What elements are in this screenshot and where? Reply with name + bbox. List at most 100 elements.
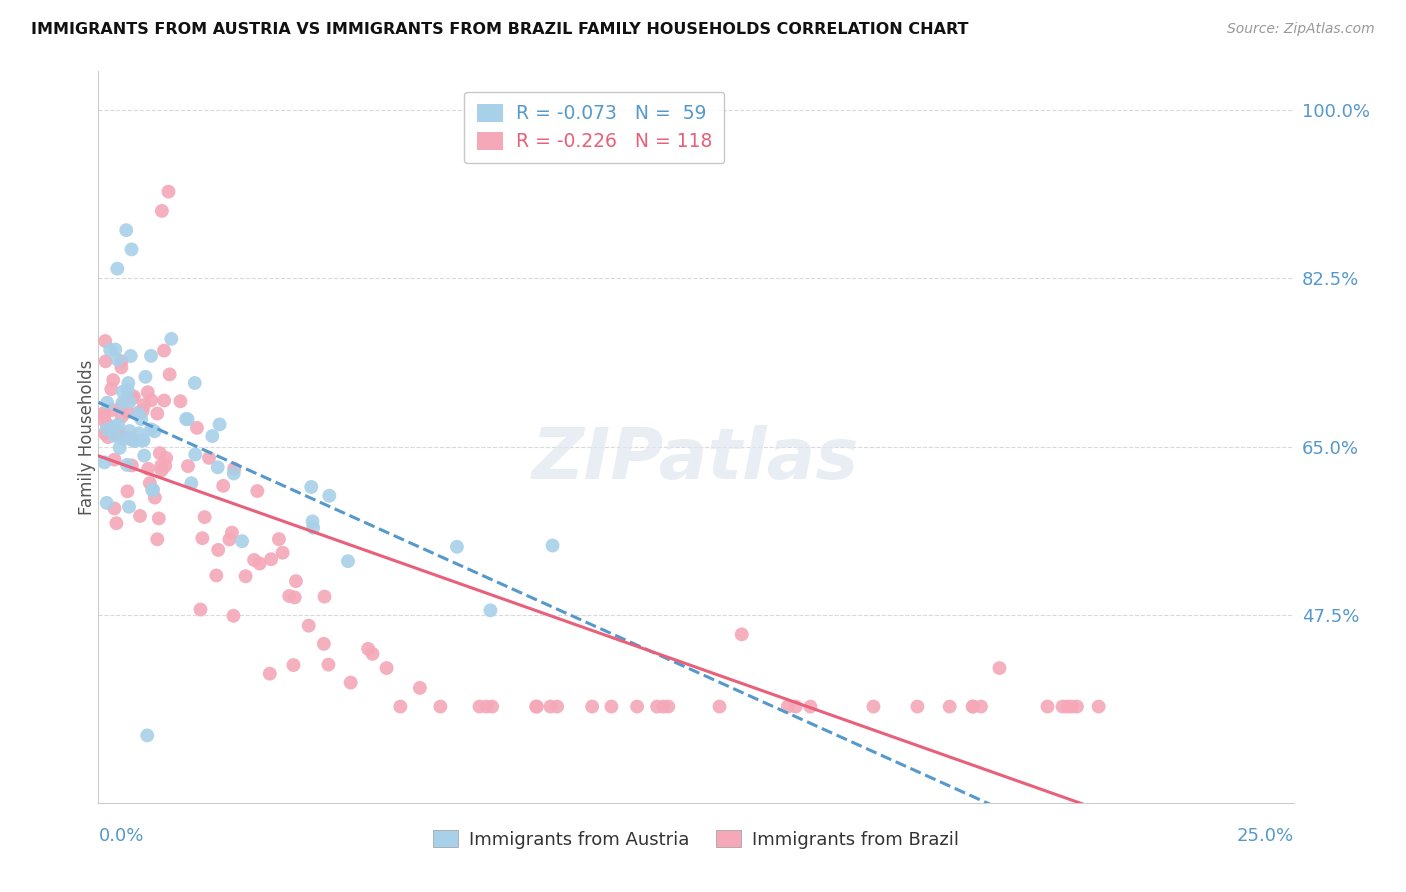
Point — [94, 414, 117, 428]
Point — [176, 412, 198, 426]
Point — [103, 420, 125, 434]
Point — [103, 501, 125, 516]
Point — [160, 332, 183, 346]
Point — [117, 405, 139, 419]
Point — [180, 476, 202, 491]
Point — [235, 569, 257, 583]
Point — [103, 373, 125, 387]
Legend: Immigrants from Austria, Immigrants from Brazil: Immigrants from Austria, Immigrants from… — [426, 822, 966, 856]
Point — [212, 479, 235, 493]
Point — [375, 661, 398, 675]
Point — [988, 661, 1011, 675]
Point — [222, 608, 245, 623]
Point — [246, 483, 269, 498]
Point — [134, 449, 156, 463]
Point — [155, 458, 177, 473]
Point — [284, 574, 307, 588]
Point — [302, 521, 325, 535]
Point — [136, 728, 159, 742]
Point — [96, 496, 118, 510]
Text: 0.0%: 0.0% — [98, 827, 143, 845]
Point — [243, 553, 266, 567]
Point — [149, 446, 172, 460]
Point — [207, 543, 229, 558]
Point — [103, 452, 125, 467]
Point — [118, 500, 141, 514]
Point — [259, 666, 281, 681]
Point — [93, 406, 115, 420]
Point — [218, 533, 240, 547]
Point — [409, 681, 432, 695]
Point — [111, 399, 134, 413]
Point — [98, 343, 121, 357]
Point — [1052, 699, 1074, 714]
Point — [301, 515, 323, 529]
Point — [142, 483, 165, 497]
Point — [207, 460, 229, 475]
Point — [146, 533, 169, 547]
Point — [105, 516, 128, 531]
Point — [96, 422, 118, 436]
Point — [799, 699, 821, 714]
Point — [118, 424, 141, 438]
Point — [157, 185, 180, 199]
Point — [104, 343, 127, 357]
Point — [190, 602, 212, 616]
Point — [139, 349, 162, 363]
Point — [652, 699, 675, 714]
Point — [731, 627, 754, 641]
Y-axis label: Family Households: Family Households — [79, 359, 96, 515]
Point — [94, 334, 117, 348]
Point — [336, 554, 359, 568]
Point — [96, 424, 118, 438]
Point — [122, 389, 145, 403]
Point — [249, 557, 271, 571]
Point — [150, 203, 173, 218]
Point — [124, 434, 146, 448]
Point — [299, 480, 322, 494]
Point — [1056, 699, 1078, 714]
Point — [278, 589, 301, 603]
Point — [107, 352, 129, 367]
Text: Source: ZipAtlas.com: Source: ZipAtlas.com — [1227, 22, 1375, 37]
Point — [117, 484, 139, 499]
Text: 25.0%: 25.0% — [1236, 827, 1294, 845]
Point — [186, 421, 208, 435]
Point — [907, 699, 929, 714]
Point — [110, 360, 132, 375]
Point — [962, 699, 984, 714]
Point — [224, 462, 246, 476]
Point — [970, 699, 993, 714]
Point — [111, 395, 134, 409]
Point — [205, 568, 228, 582]
Point — [546, 699, 568, 714]
Point — [148, 511, 170, 525]
Point — [153, 393, 176, 408]
Point — [117, 383, 139, 397]
Point — [962, 699, 984, 714]
Point — [862, 699, 884, 714]
Point — [389, 699, 412, 714]
Point — [314, 590, 336, 604]
Point — [143, 491, 166, 505]
Point — [1087, 699, 1109, 714]
Point — [114, 430, 136, 444]
Point — [776, 699, 799, 714]
Point — [318, 657, 340, 672]
Point — [361, 647, 384, 661]
Point — [645, 699, 668, 714]
Point — [260, 552, 283, 566]
Point — [201, 429, 224, 443]
Point — [97, 430, 120, 444]
Point — [709, 699, 731, 714]
Point — [127, 406, 149, 420]
Point — [581, 699, 603, 714]
Point — [153, 343, 176, 358]
Point — [108, 441, 131, 455]
Point — [267, 532, 290, 546]
Point — [118, 394, 141, 409]
Point — [479, 603, 502, 617]
Point — [143, 425, 166, 439]
Point — [155, 450, 177, 465]
Point — [231, 534, 253, 549]
